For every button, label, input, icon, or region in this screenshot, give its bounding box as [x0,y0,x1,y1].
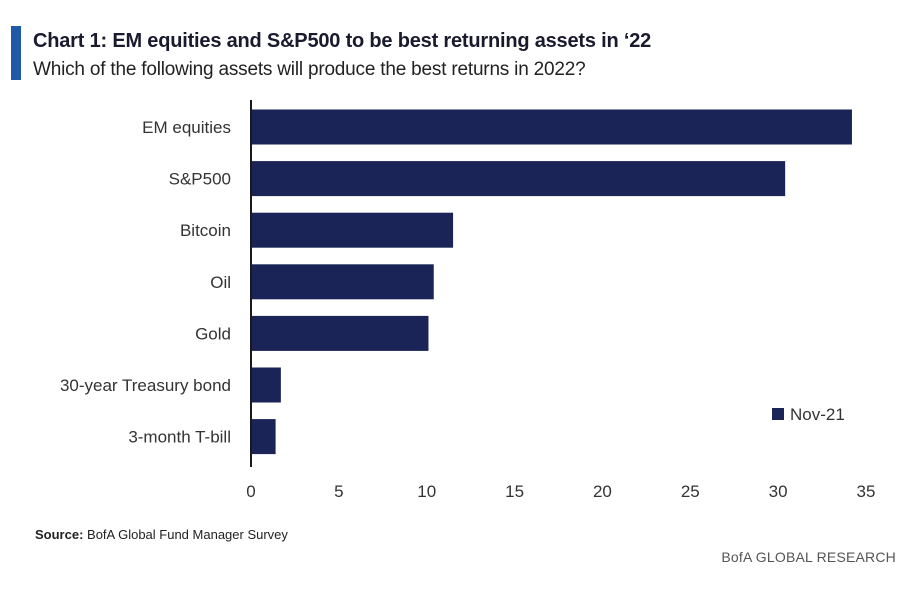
legend-swatch [772,408,784,420]
bar-s-p500 [251,161,786,197]
x-tick-label: 0 [246,482,255,501]
source-label: Source: [35,527,84,542]
title-accent-bar [11,26,21,80]
category-label: EM equities [142,118,231,137]
x-tick-label: 15 [505,482,524,501]
x-tick-label: 30 [769,482,788,501]
bar-chart: EM equities S&P500 Bitcoin Oil Gold 30-year T… [60,100,875,501]
category-label: Bitcoin [180,221,231,240]
bar-bitcoin [251,212,454,248]
category-label: 30-year Treasury bond [60,376,231,395]
bar-em-equities [251,109,852,145]
x-tick-label: 20 [593,482,612,501]
category-labels: EM equities S&P500 Bitcoin Oil Gold 30-year T… [60,118,231,447]
x-tick-label: 35 [857,482,876,501]
source-note: Source: BofA Global Fund Manager Survey [35,527,288,542]
category-label: S&P500 [169,170,231,189]
bar-oil [251,264,434,300]
x-tick-label: 10 [417,482,436,501]
source-text: BofA Global Fund Manager Survey [83,527,288,542]
bar-30-year-treasury-bond [251,367,281,403]
category-label: Gold [195,324,231,343]
x-tick-label: 5 [334,482,343,501]
brand-footer: BofA GLOBAL RESEARCH [721,549,896,565]
chart-title: Chart 1: EM equities and S&P500 to be be… [33,30,652,52]
chart-subtitle: Which of the following assets will produ… [33,59,586,80]
x-tick-labels: 0 5 10 15 20 25 30 35 [246,482,875,501]
category-label: Oil [210,273,231,292]
bar-3-month-t-bill [251,419,276,455]
legend-label: Nov-21 [790,405,845,424]
bars-group [251,109,852,455]
legend: Nov-21 [772,405,845,424]
category-label: 3-month T-bill [128,428,231,447]
x-tick-label: 25 [681,482,700,501]
bar-gold [251,315,429,351]
